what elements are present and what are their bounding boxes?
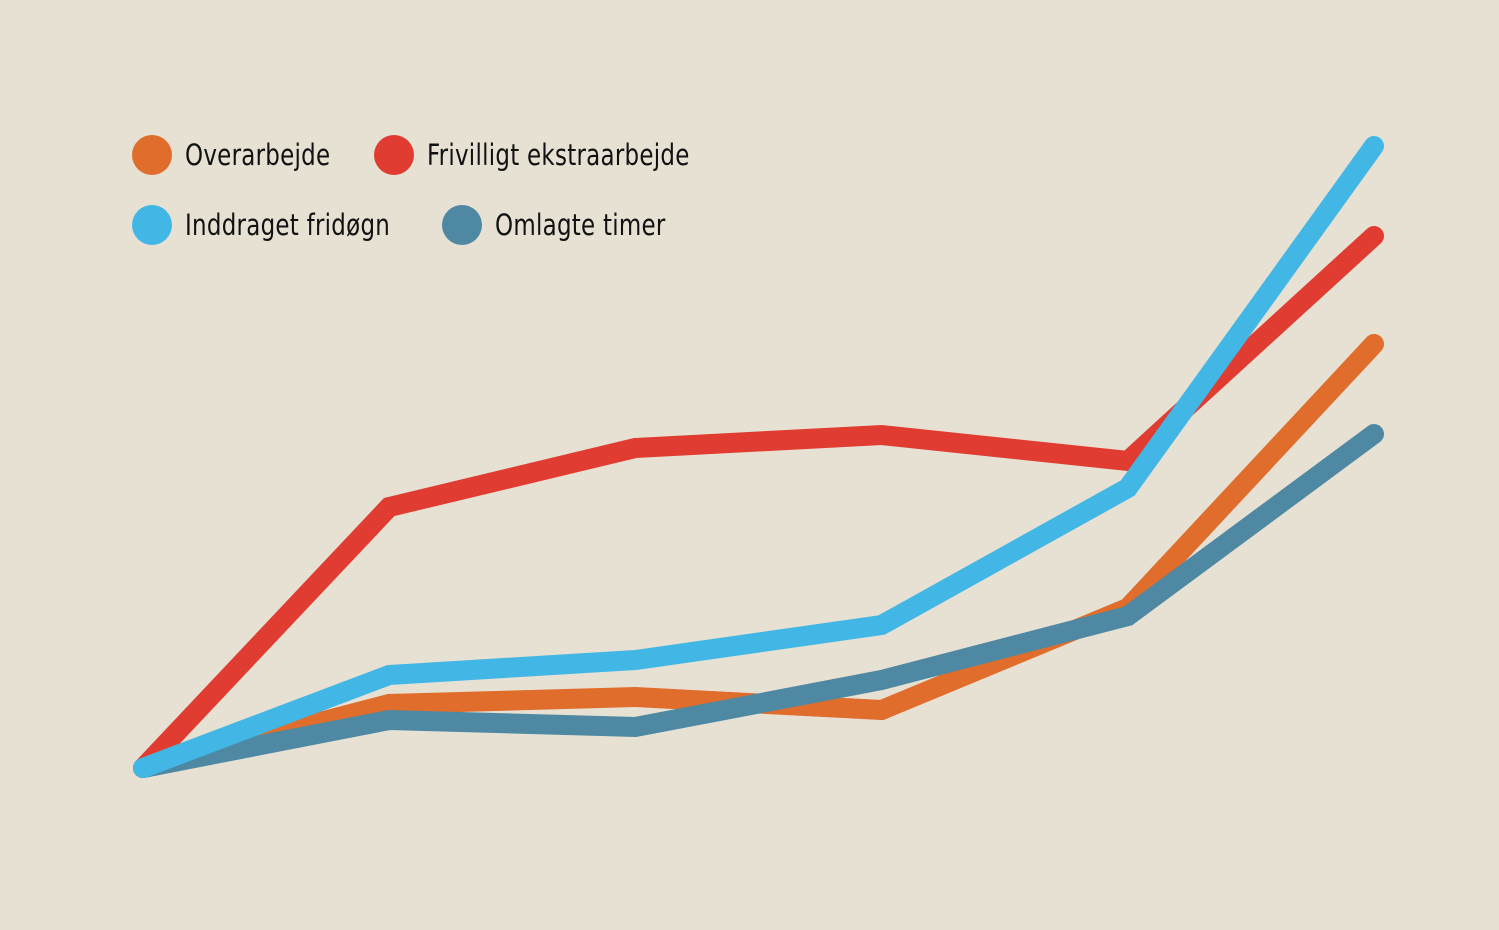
legend-row-2: Inddraget fridøgn Omlagte timer [132,203,750,247]
legend-dot-inddraget-fridoegn [132,205,172,245]
legend-item-overarbejde: Overarbejde [132,135,350,175]
legend-dot-omlagte-timer [442,205,483,245]
legend-row-1: Overarbejde Frivilligt ekstraarbejde [132,133,750,177]
legend: Overarbejde Frivilligt ekstraarbejde Ind… [132,133,750,273]
legend-label-frivilligt-ekstraarbejde: Frivilligt ekstraarbejde [427,138,690,172]
legend-label-inddraget-fridoegn: Inddraget fridøgn [185,208,391,242]
series-line-omlagte-timer [133,424,1384,778]
legend-label-overarbejde: Overarbejde [185,138,331,172]
legend-item-frivilligt-ekstraarbejde: Frivilligt ekstraarbejde [374,135,725,175]
legend-dot-overarbejde [132,135,172,175]
legend-item-inddraget-fridoegn: Inddraget fridøgn [132,205,418,245]
legend-label-omlagte-timer: Omlagte timer [495,208,666,242]
legend-item-omlagte-timer: Omlagte timer [442,205,689,245]
series-layer [133,136,1384,778]
series-line-inddraget-fridoegn [133,136,1384,778]
legend-dot-frivilligt-ekstraarbejde [374,135,415,175]
